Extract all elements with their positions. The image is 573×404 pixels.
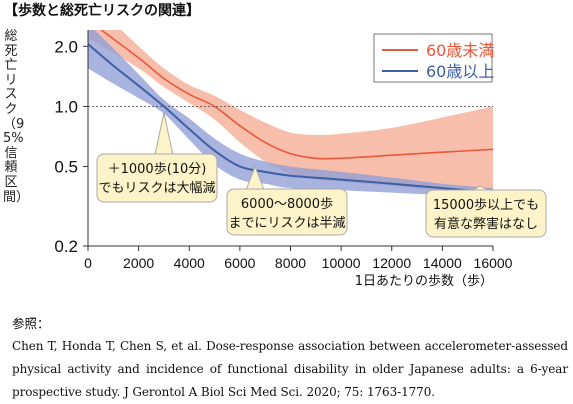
- x-tick-label: 12000: [372, 255, 411, 271]
- x-tick-label: 2000: [123, 255, 154, 271]
- confidence-band-1: [88, 30, 493, 193]
- legend-label-1: 60歳未満: [426, 41, 494, 60]
- x-axis-label: 1日あたりの歩数（歩）: [355, 274, 493, 289]
- x-tick-label: 10000: [322, 255, 361, 271]
- chart-canvas: 0.2 0.5 1.0 2.0 0 2000 4000 6000 8000 10000 12000 1…: [54, 30, 547, 289]
- references-section: 参照： Chen T, Honda T, Chen S, et al. Dose…: [12, 312, 568, 404]
- legend: 60歳未満 60歳以上: [373, 33, 494, 83]
- y-tick-label: 0.2: [54, 237, 78, 256]
- annotation-box: [226, 188, 348, 236]
- x-tick-label: 8000: [275, 255, 306, 271]
- confidence-band-2: [88, 30, 493, 198]
- annotation-text: ＋1000歩(10分): [108, 162, 207, 177]
- annotation-callout-1: ＋1000歩(10分) でもリスクは大幅減: [96, 112, 218, 203]
- x-tick-label: 6000: [224, 255, 255, 271]
- annotation-box: [96, 153, 218, 203]
- chart-heading: 【歩数と総死亡リスクの関連】: [4, 3, 200, 19]
- legend-label-2: 60歳以上: [426, 62, 494, 81]
- y-tick-label: 1.0: [54, 97, 78, 116]
- plot-area: [88, 30, 493, 198]
- y-tick-label: 0.5: [54, 158, 78, 177]
- series-line-1: [99, 30, 493, 160]
- annotation-joint: [155, 154, 172, 157]
- annotation-text: 6000～8000歩: [241, 197, 333, 212]
- annotation-text: 15000歩以上でも: [433, 198, 539, 213]
- legend-box: [373, 33, 493, 83]
- references-text: Chen T, Honda T, Chen S, et al. Dose-res…: [12, 339, 568, 399]
- annotation-joint: [247, 189, 264, 192]
- x-tick-label: 16000: [474, 255, 513, 271]
- references-label: 参照：: [12, 316, 50, 331]
- y-tick-label: 2.0: [54, 37, 78, 56]
- x-tick-label: 0: [84, 255, 92, 271]
- annotation-joint: [472, 190, 489, 193]
- annotation-box: [425, 189, 547, 238]
- annotation-text: 有意な弊害はなし: [434, 216, 538, 232]
- annotation-text: までにリスクは半減: [228, 215, 345, 231]
- x-tick-label: 4000: [174, 255, 205, 271]
- annotation-text: でもリスクは大幅減: [98, 180, 215, 196]
- series-line-2: [88, 43, 493, 194]
- x-tick-label: 14000: [423, 255, 462, 271]
- y-axis-title: 総死亡リスク（95%信頼区間）: [3, 29, 30, 205]
